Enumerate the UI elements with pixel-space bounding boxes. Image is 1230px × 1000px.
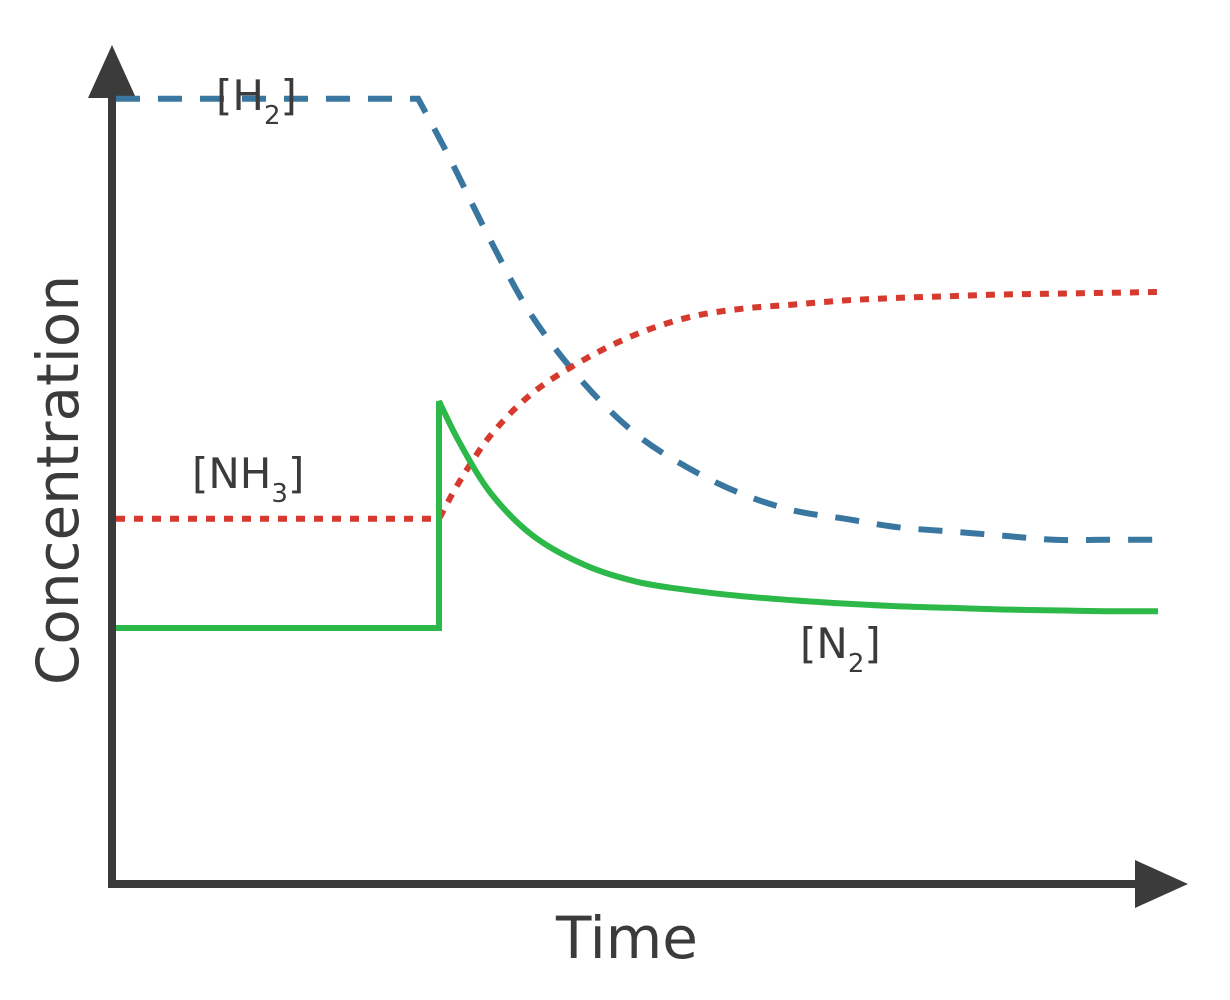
x-axis-label: Time bbox=[555, 904, 698, 972]
x-axis-arrow-icon bbox=[1135, 860, 1188, 908]
y-axis-label: Concentration bbox=[24, 275, 92, 685]
series-label-n2: [N2] bbox=[800, 619, 881, 679]
series-line-n2 bbox=[116, 399, 1159, 631]
y-axis-arrow-icon bbox=[88, 45, 136, 98]
series-line-h2 bbox=[116, 95, 1158, 544]
series-label-h2: [H2] bbox=[216, 71, 297, 131]
series-group bbox=[116, 95, 1159, 631]
series-line-nh3 bbox=[116, 289, 1159, 522]
series-label-nh3: [NH3] bbox=[192, 449, 304, 509]
